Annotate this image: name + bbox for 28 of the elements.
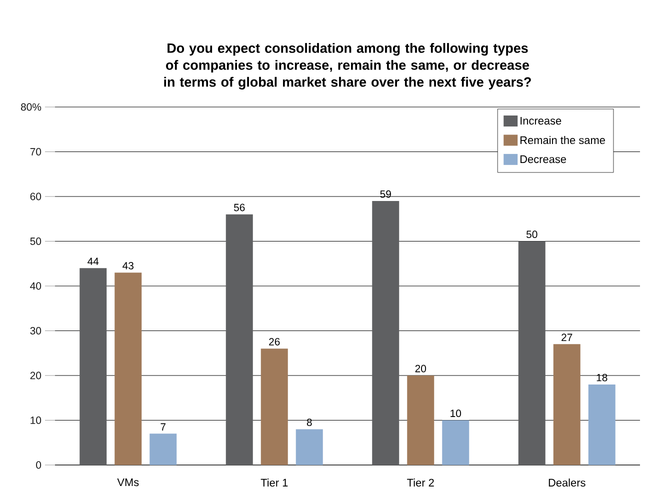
chart-title: Do you expect consolidation among the following types of companies to increase, remain the same, or decrease in terms of global market share over the next five years? — [164, 43, 531, 90]
y-tick-label: 60 — [30, 192, 42, 200]
y-tick-label: 10 — [30, 416, 42, 424]
y-tick-label: 50 — [30, 238, 42, 245]
data-label: 50 — [526, 230, 538, 238]
data-label: 44 — [88, 258, 99, 265]
data-label: 43 — [122, 262, 134, 270]
y-tick-label: 40 — [30, 282, 42, 290]
x-tick-label: Tier 2 — [407, 478, 434, 487]
legend-label: Increase — [520, 116, 562, 125]
data-label: 26 — [269, 338, 280, 346]
data-label: 27 — [562, 334, 572, 341]
legend-label: Decrease — [520, 155, 566, 164]
x-tick-label: VMs — [117, 478, 139, 486]
data-label: 56 — [234, 204, 245, 212]
y-tick-label: 20 — [30, 372, 42, 380]
y-tick-label: 80% — [20, 103, 42, 111]
y-tick-label: 30 — [30, 327, 42, 334]
x-tick-label: Dealers — [548, 478, 586, 487]
data-label: 7 — [160, 423, 166, 430]
data-label: 10 — [450, 410, 462, 418]
data-label: 18 — [596, 374, 608, 382]
data-label: 59 — [380, 190, 391, 198]
legend-label: Remain the same — [520, 136, 605, 144]
data-label: 20 — [415, 364, 426, 372]
y-tick-label: 70 — [30, 148, 42, 156]
x-tick-label: Tier 1 — [260, 478, 288, 487]
y-tick-label: 0 — [36, 461, 42, 469]
